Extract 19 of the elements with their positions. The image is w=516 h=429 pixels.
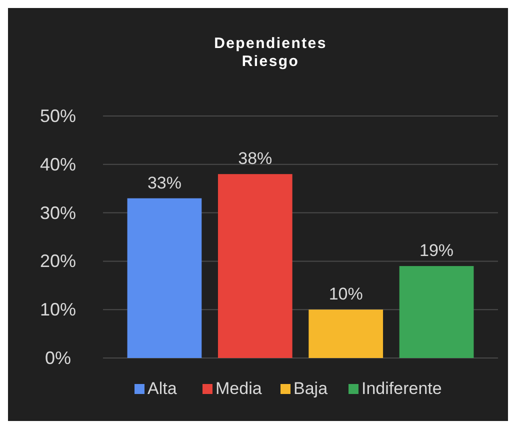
y-tick-label: 20% [40,251,76,272]
bar [399,266,474,358]
bar [218,174,292,358]
chart-title: Dependientes Riesgo [214,35,327,70]
data-label: 33% [147,173,182,192]
y-tick-label: 0% [44,348,72,368]
legend-label: Baja [294,379,328,398]
bar [308,310,384,358]
data-label: 10% [328,284,363,304]
y-tick-label: 50% [40,106,76,126]
data-label: 38% [238,149,272,168]
legend-label: Media [216,379,262,398]
bar [127,198,202,358]
y-tick-label: 30% [40,202,76,223]
data-label: 19% [420,241,454,260]
y-tick-label: 40% [40,154,76,174]
y-tick-label: 10% [40,300,76,320]
legend-label: Alta [148,379,178,398]
legend-label: Indiferente [362,379,442,398]
